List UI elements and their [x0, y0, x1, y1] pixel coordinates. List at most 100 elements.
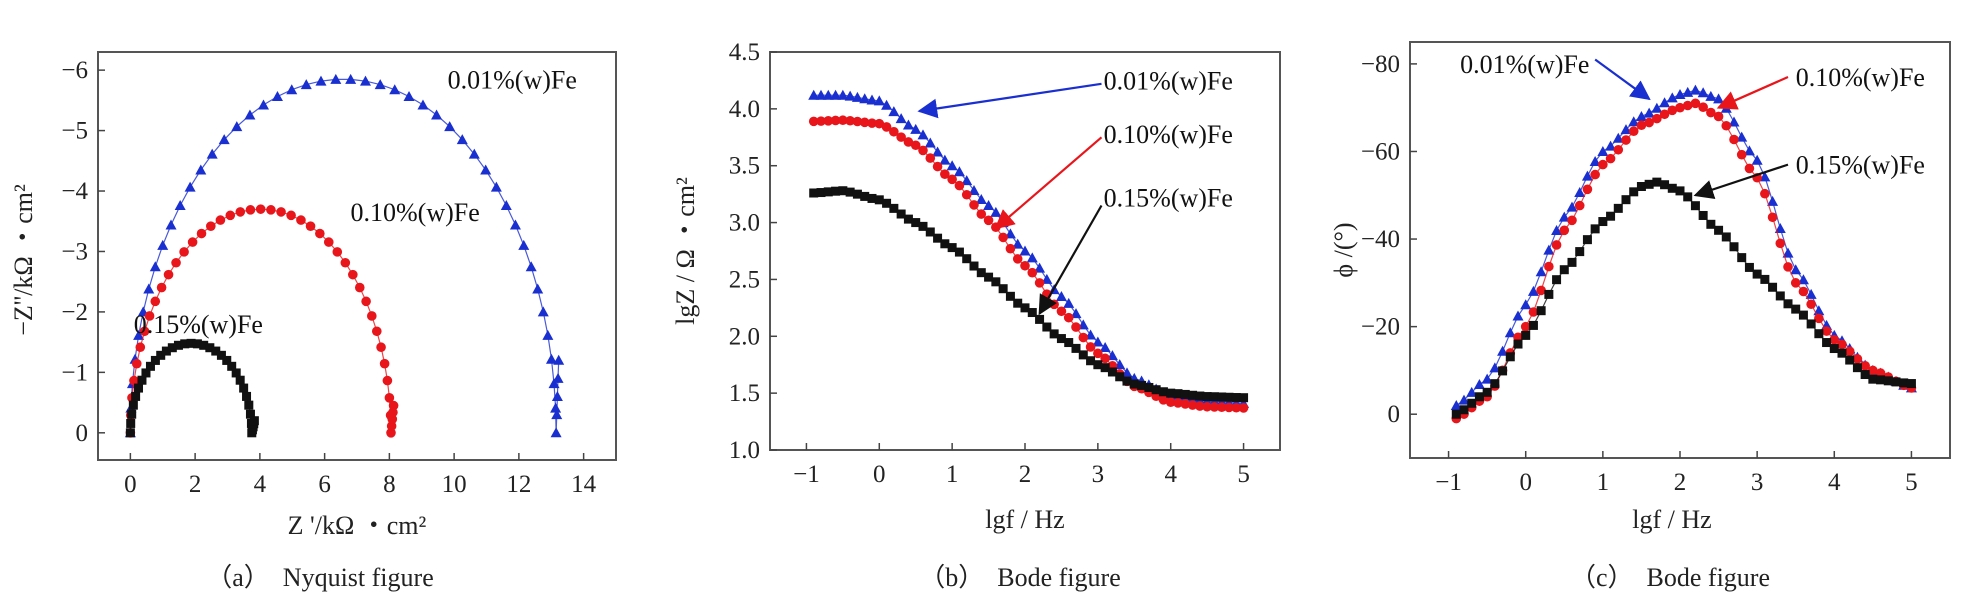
data-point [131, 391, 141, 401]
data-point [156, 350, 166, 360]
data-point [976, 209, 987, 219]
data-point [1216, 402, 1227, 413]
data-point [918, 221, 928, 231]
data-point [1806, 299, 1816, 310]
data-point [903, 137, 914, 147]
data-point [384, 393, 395, 403]
data-point [1883, 376, 1893, 386]
data-point [180, 339, 190, 349]
data-point [1209, 392, 1219, 402]
data-point [1520, 321, 1531, 332]
data-point [173, 340, 183, 350]
data-point [1490, 379, 1500, 389]
data-point [1558, 211, 1570, 222]
data-point [480, 164, 492, 175]
data-point [1605, 153, 1616, 164]
data-point [537, 306, 549, 317]
data-point [1551, 224, 1563, 235]
data-point [1659, 97, 1671, 108]
data-point [1837, 339, 1847, 350]
data-point [1891, 377, 1901, 387]
x-tick-label: 12 [506, 471, 531, 498]
data-point [808, 116, 819, 127]
data-point [1012, 238, 1024, 249]
data-point [859, 117, 870, 128]
data-point [376, 342, 386, 353]
data-point [315, 228, 325, 239]
data-point [332, 247, 343, 257]
data-point [1666, 92, 1678, 103]
y-tick-label: −1 [61, 359, 88, 386]
x-tick-label: 2 [189, 471, 202, 498]
data-point [300, 79, 312, 90]
data-point [276, 207, 286, 217]
data-point [548, 378, 560, 389]
data-point [1675, 186, 1685, 196]
data-point [1458, 394, 1470, 405]
data-point [222, 355, 232, 365]
data-point [239, 383, 249, 393]
data-point [1667, 183, 1677, 193]
x-tick-label: 3 [1751, 469, 1764, 496]
data-point [1683, 192, 1693, 202]
data-point [1202, 401, 1212, 412]
data-point [947, 243, 957, 253]
data-point [1086, 356, 1096, 366]
data-point [1165, 397, 1176, 408]
data-point [1736, 149, 1747, 160]
data-point [249, 416, 259, 426]
data-point [1224, 392, 1234, 402]
data-point [1056, 334, 1066, 344]
data-point [1667, 105, 1678, 116]
data-point [1498, 366, 1508, 376]
data-point [837, 89, 849, 100]
data-point [888, 106, 900, 117]
x-tick-label: 1 [1597, 469, 1610, 496]
data-point [550, 402, 562, 413]
data-point [1706, 107, 1716, 118]
data-point [1566, 201, 1578, 212]
data-point [940, 239, 950, 249]
x-tick-label: 1 [946, 461, 959, 488]
data-point [231, 368, 241, 378]
data-point [1814, 313, 1824, 324]
data-point [932, 161, 943, 172]
data-point [954, 180, 965, 191]
data-point [551, 409, 563, 420]
data-point [1070, 308, 1082, 319]
data-point [1527, 285, 1539, 296]
data-point [954, 247, 964, 257]
data-point [1166, 388, 1176, 398]
data-point [1559, 225, 1570, 236]
data-point [1078, 332, 1089, 343]
data-point [330, 73, 342, 84]
x-tick-label: 0 [873, 461, 886, 488]
data-point [211, 346, 221, 356]
data-point [816, 116, 826, 126]
annotation-arrow [994, 136, 1103, 230]
data-point [1012, 254, 1023, 264]
data-point [1055, 290, 1067, 301]
data-point [1239, 393, 1249, 403]
data-point [910, 123, 922, 134]
data-point [1589, 155, 1601, 166]
data-point [1790, 278, 1801, 288]
data-point [1659, 109, 1670, 120]
data-point [1180, 389, 1190, 399]
data-point [838, 186, 848, 196]
data-point [144, 311, 155, 321]
data-point [961, 189, 972, 200]
data-point [822, 89, 834, 100]
data-point [1151, 385, 1161, 395]
y-tick-label: 0 [76, 420, 89, 447]
data-point [125, 428, 135, 438]
data-point [179, 247, 189, 257]
data-point [1559, 265, 1569, 275]
x-tick-label: 5 [1905, 469, 1918, 496]
data-point [1005, 243, 1016, 254]
data-point [1063, 297, 1075, 308]
data-point [1628, 116, 1640, 127]
data-point [1180, 399, 1191, 409]
data-point [1137, 380, 1147, 390]
data-point [257, 99, 269, 110]
